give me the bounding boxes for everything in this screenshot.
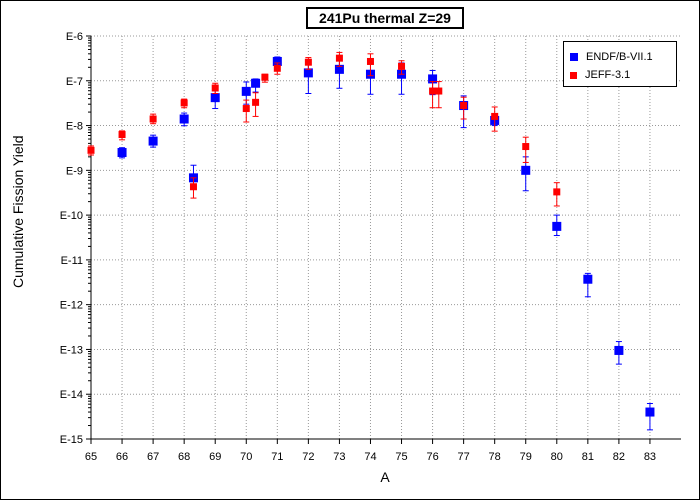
- x-tick-label: 80: [551, 451, 563, 463]
- x-tick-label: 73: [333, 451, 345, 463]
- data-point: [334, 64, 344, 74]
- legend-marker-jeff: [570, 71, 577, 79]
- x-tick-label: 79: [520, 451, 532, 463]
- data-point: [179, 114, 189, 124]
- data-point: [335, 54, 343, 62]
- data-point: [87, 146, 95, 154]
- legend-entry-jeff: JEFF-3.1: [570, 68, 630, 82]
- data-point: [553, 188, 561, 196]
- y-tick-label: E-14: [60, 389, 83, 401]
- data-point: [435, 87, 443, 95]
- data-point: [251, 78, 261, 88]
- y-tick-label: E-13: [60, 344, 83, 356]
- data-point: [242, 105, 250, 113]
- x-tick-label: 65: [85, 451, 97, 463]
- x-tick-label: 77: [458, 451, 470, 463]
- data-point: [398, 62, 406, 70]
- x-tick-label: 81: [582, 451, 594, 463]
- y-tick-label: E-15: [60, 434, 83, 446]
- data-point: [460, 102, 468, 110]
- data-point: [303, 68, 313, 78]
- data-point: [428, 74, 438, 84]
- data-point: [180, 99, 188, 107]
- data-point: [366, 57, 374, 65]
- y-tick-label: E-6: [66, 31, 83, 43]
- data-point: [117, 148, 127, 158]
- data-point: [241, 86, 251, 96]
- data-point: [211, 84, 219, 92]
- x-tick-label: 76: [426, 451, 438, 463]
- data-point: [189, 183, 197, 191]
- legend-label-jeff: JEFF-3.1: [585, 69, 631, 81]
- data-point: [210, 93, 220, 103]
- x-tick-label: 74: [364, 451, 376, 463]
- x-tick-label: 83: [644, 451, 656, 463]
- x-tick-label: 72: [302, 451, 314, 463]
- legend-label-endf: ENDF/B-VII.1: [586, 51, 653, 63]
- x-tick-label: 71: [271, 451, 283, 463]
- x-tick-label: 69: [209, 451, 221, 463]
- x-tick-label: 78: [489, 451, 501, 463]
- data-point: [521, 165, 531, 175]
- data-point: [261, 73, 269, 81]
- y-tick-label: E-11: [61, 255, 83, 267]
- data-point: [148, 136, 158, 146]
- data-point: [252, 98, 260, 106]
- data-point: [645, 407, 655, 417]
- data-point: [614, 345, 624, 355]
- y-axis-label: Cumulative Fission Yield: [10, 135, 26, 288]
- data-point: [272, 56, 282, 66]
- data-point: [491, 112, 499, 120]
- x-tick-label: 66: [116, 451, 128, 463]
- legend-marker-endf: [570, 53, 578, 61]
- data-point: [304, 58, 312, 66]
- x-tick-label: 82: [613, 451, 625, 463]
- data-point: [429, 87, 437, 95]
- data-point: [118, 131, 126, 139]
- y-tick-label: E-8: [66, 121, 83, 133]
- data-point: [522, 143, 530, 151]
- chart-title: 241Pu thermal Z=29: [306, 7, 464, 29]
- data-point: [273, 64, 281, 72]
- y-tick-label: E-10: [60, 210, 83, 222]
- x-tick-label: 68: [178, 451, 190, 463]
- x-tick-label: 70: [240, 451, 252, 463]
- y-tick-label: E-9: [66, 165, 83, 177]
- x-tick-label: 67: [147, 451, 159, 463]
- y-tick-label: E-7: [66, 76, 83, 88]
- y-tick-label: E-12: [60, 300, 83, 312]
- data-point: [552, 221, 562, 231]
- x-tick-label: 75: [395, 451, 407, 463]
- x-axis-label: A: [380, 469, 390, 485]
- data-point: [583, 274, 593, 284]
- legend: ENDF/B-VII.1 JEFF-3.1: [563, 41, 677, 87]
- legend-entry-endf: ENDF/B-VII.1: [570, 50, 653, 64]
- data-point: [149, 115, 157, 123]
